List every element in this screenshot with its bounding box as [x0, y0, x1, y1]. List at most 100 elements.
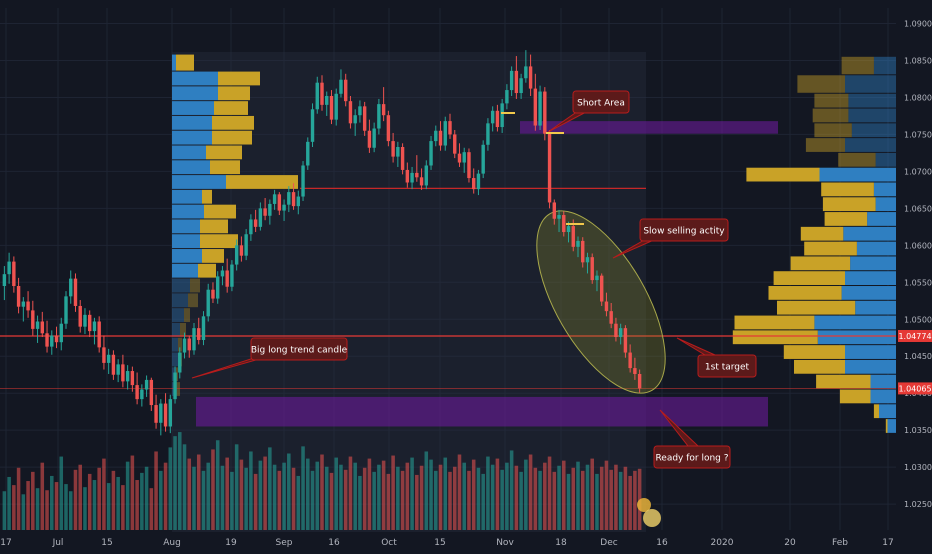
candle-body: [173, 372, 177, 400]
candle-body: [54, 335, 59, 343]
volume-bar: [40, 462, 45, 530]
candle-body: [197, 328, 201, 340]
candle-body: [140, 389, 144, 400]
profile-left-buy-bar: [172, 101, 214, 115]
volume-bar: [604, 460, 609, 530]
candle-body: [102, 347, 106, 363]
candle-body: [234, 245, 239, 265]
candle-body: [106, 354, 111, 363]
time-tick-label: 17: [0, 538, 11, 548]
candle-body: [552, 202, 557, 219]
candle-body: [453, 134, 457, 154]
candle-body: [182, 338, 187, 353]
volume-bar: [97, 467, 101, 530]
volume-bar: [73, 469, 78, 530]
candle-body: [415, 172, 419, 178]
candle-body: [419, 177, 424, 186]
volume-bar: [106, 483, 111, 530]
price-tick-label: 1.06500: [904, 204, 932, 213]
profile-right-sell-bar: [805, 138, 845, 152]
price-tick-label: 1.07000: [904, 167, 932, 176]
candle-body: [249, 219, 253, 235]
candle-body: [353, 115, 357, 124]
profile-right-sell-bar: [777, 300, 856, 315]
profile-right-sell-bar: [812, 108, 849, 123]
candle-body: [581, 240, 585, 263]
volume-bar: [182, 444, 187, 530]
volume-bar: [230, 471, 234, 530]
volume-bar: [381, 460, 386, 530]
time-tick-label: 15: [101, 538, 112, 548]
volume-bar: [282, 462, 286, 530]
profile-right-buy-bar: [845, 271, 896, 286]
candle-body: [206, 289, 210, 317]
price-tick-label: 1.05500: [904, 278, 932, 287]
candle-body: [543, 91, 547, 134]
candle-body: [83, 314, 87, 327]
candle-body: [471, 178, 476, 190]
volume-bar: [192, 466, 196, 530]
volume-bar: [505, 462, 509, 530]
profile-right-buy-bar: [873, 56, 896, 75]
volume-bar: [234, 444, 239, 530]
profile-left-sell-bar: [200, 234, 238, 249]
candle-body: [16, 286, 21, 307]
profile-left-buy-bar: [172, 54, 176, 71]
candle-body: [614, 323, 618, 338]
candle-body: [59, 323, 63, 343]
volume-bar: [225, 457, 229, 530]
time-tick-label: Dec: [600, 538, 617, 548]
candle-body: [97, 321, 101, 348]
volume-bar: [178, 432, 182, 530]
candle-body: [26, 301, 30, 311]
candle-body: [410, 172, 414, 183]
volume-bar: [253, 473, 258, 530]
candle-body: [599, 275, 604, 302]
candle-body: [386, 115, 391, 142]
candle-body: [623, 328, 628, 353]
candle-body: [372, 128, 376, 148]
badge-icon: [637, 498, 651, 512]
candle-body: [50, 335, 54, 347]
profile-right-buy-bar: [870, 374, 896, 389]
volume-bar: [12, 485, 16, 530]
candle-body: [334, 93, 338, 120]
candle-body: [2, 274, 7, 287]
volume-bar: [173, 436, 177, 530]
candle-body: [618, 328, 623, 338]
volume-bars: [2, 432, 642, 530]
price-tick-label: 1.07500: [904, 130, 932, 139]
price-axis[interactable]: 1.09000 1.08500 1.08000 1.07500 1.07000 1.065…: [898, 20, 932, 510]
volume-bar: [339, 464, 343, 530]
profile-right-sell-bar: [841, 56, 874, 75]
candle-body: [7, 261, 11, 275]
time-axis[interactable]: 17 Jul 15 Aug 19 Sep 16 Oct 15 Nov 18 Dec 16 2020 20 Fe…: [0, 538, 893, 548]
volume-bar: [154, 451, 158, 530]
callout-label: Ready for long ?: [655, 454, 728, 464]
profile-left-sell-bar: [212, 115, 254, 130]
profile-left-sell-bar: [198, 263, 216, 278]
zones-layer: [196, 121, 778, 427]
candle-body: [31, 310, 35, 329]
volume-bar: [415, 474, 419, 530]
candle-body: [130, 371, 135, 386]
volume-bar: [272, 464, 277, 530]
volume-bar: [187, 458, 192, 530]
volume-bar: [410, 457, 414, 530]
profile-right-sell-bar: [804, 241, 857, 256]
volume-bar: [637, 468, 642, 530]
profile-right-sell-bar: [873, 404, 879, 419]
candle-body: [633, 368, 637, 374]
profile-right-sell-bar: [814, 93, 849, 108]
price-tick-label: 1.04500: [904, 352, 932, 361]
selling-ellipse-layer: [536, 210, 666, 394]
volume-bar: [258, 460, 263, 530]
profile-right-sell-bar: [790, 256, 851, 271]
profile-right-sell-bar: [794, 359, 845, 374]
volume-bar: [571, 467, 576, 530]
volume-bar: [45, 490, 49, 530]
candle-body: [590, 257, 594, 281]
volume-bar: [144, 466, 149, 530]
volume-bar: [324, 466, 329, 530]
